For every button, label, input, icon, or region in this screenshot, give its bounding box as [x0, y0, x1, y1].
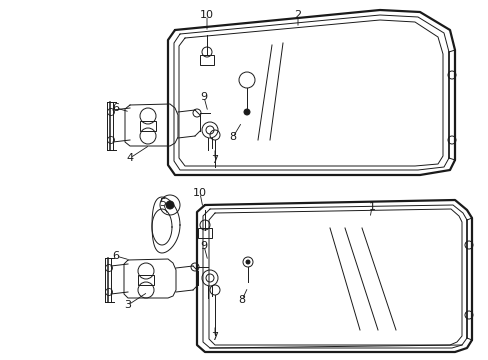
Circle shape — [165, 201, 174, 209]
Text: 7: 7 — [211, 155, 218, 165]
Bar — [200, 55, 214, 65]
Text: 10: 10 — [193, 188, 206, 198]
Text: 9: 9 — [200, 92, 207, 102]
Text: 2: 2 — [294, 10, 301, 20]
Text: 10: 10 — [200, 10, 214, 20]
Text: 5: 5 — [159, 198, 166, 208]
Bar — [138, 275, 154, 285]
Text: 9: 9 — [200, 241, 207, 251]
Text: 8: 8 — [229, 132, 236, 142]
Circle shape — [245, 260, 249, 264]
Text: 7: 7 — [211, 332, 218, 342]
Text: 6: 6 — [112, 103, 119, 113]
Text: 8: 8 — [238, 295, 245, 305]
Bar — [140, 121, 156, 131]
Text: 6: 6 — [112, 251, 119, 261]
Circle shape — [244, 109, 249, 115]
Text: 3: 3 — [124, 300, 131, 310]
Text: 1: 1 — [368, 202, 375, 212]
Text: 4: 4 — [126, 153, 133, 163]
Bar — [198, 228, 212, 238]
